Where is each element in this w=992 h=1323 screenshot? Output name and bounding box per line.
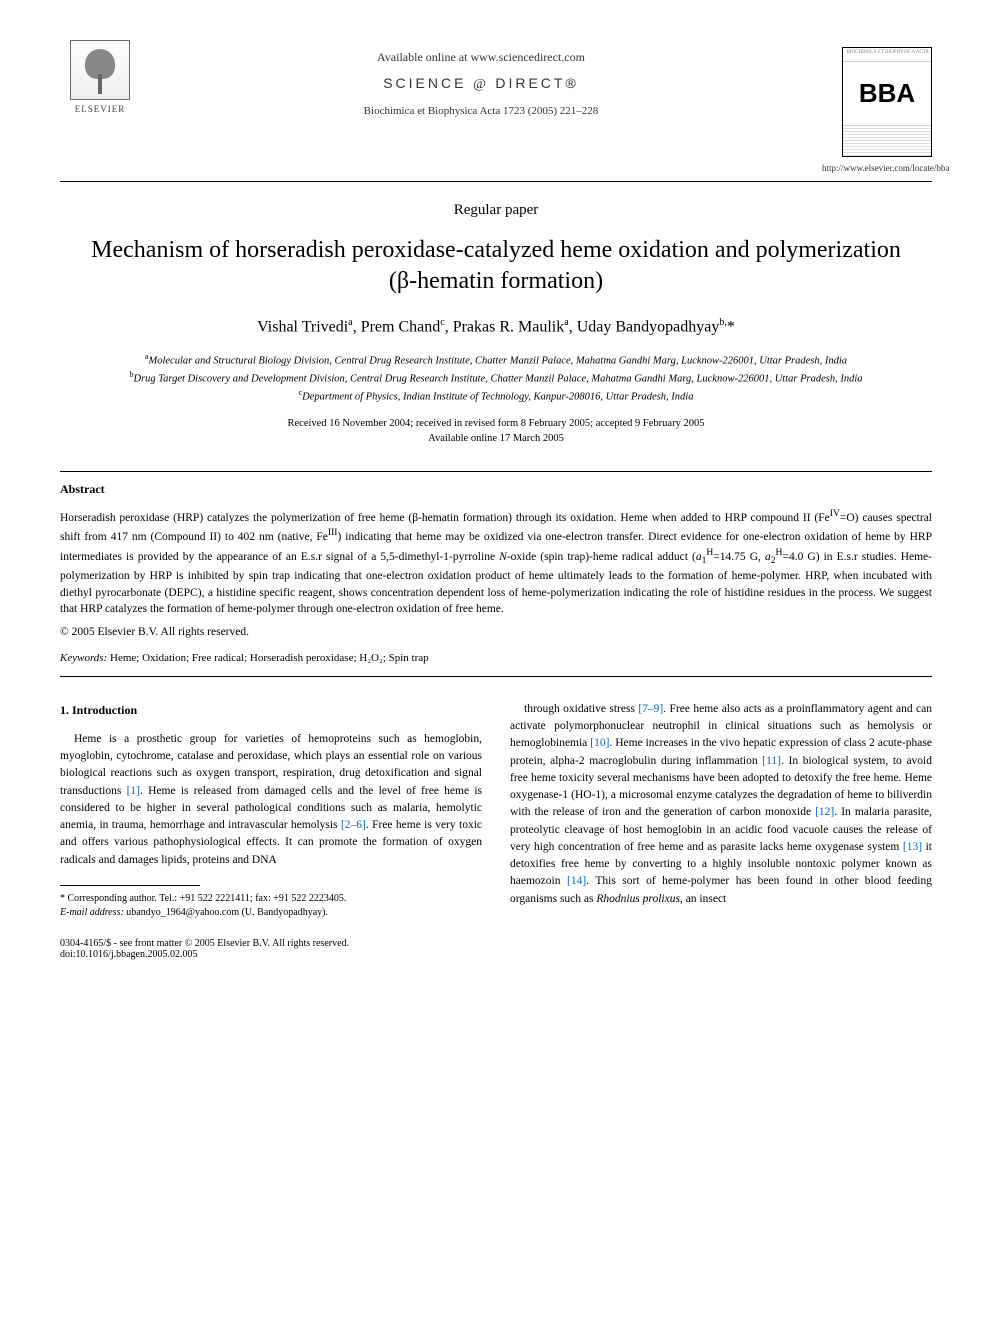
page-header: ELSEVIER Available online at www.science… bbox=[60, 40, 932, 173]
affiliation-b-text: Drug Target Discovery and Development Di… bbox=[134, 373, 863, 384]
footer-left: 0304-4165/$ - see front matter © 2005 El… bbox=[60, 938, 349, 960]
intro-col1-text: Heme is a prosthetic group for varieties… bbox=[60, 731, 482, 869]
column-right: through oxidative stress [7–9]. Free hem… bbox=[510, 701, 932, 920]
email-line: E-mail address: ubandyo_1964@yahoo.com (… bbox=[60, 906, 482, 920]
bba-cover-icon: BIOCHIMICA ET BIOPHYSICA ACTA BBA bbox=[842, 47, 932, 157]
available-online-text: Available online at www.sciencedirect.co… bbox=[140, 50, 822, 65]
publication-dates: Received 16 November 2004; received in r… bbox=[60, 417, 932, 446]
affiliations: aMolecular and Structural Biology Divisi… bbox=[60, 351, 932, 406]
footer-front-matter: 0304-4165/$ - see front matter © 2005 El… bbox=[60, 938, 349, 949]
footer-doi: doi:10.1016/j.bbagen.2005.02.005 bbox=[60, 949, 349, 960]
journal-reference: Biochimica et Biophysica Acta 1723 (2005… bbox=[140, 105, 822, 117]
affiliation-b: bDrug Target Discovery and Development D… bbox=[100, 369, 892, 387]
paper-title: Mechanism of horseradish peroxidase-cata… bbox=[60, 235, 932, 297]
available-date: Available online 17 March 2005 bbox=[60, 432, 932, 447]
elsevier-logo: ELSEVIER bbox=[60, 40, 140, 130]
elsevier-tree-icon bbox=[70, 40, 130, 100]
keywords-text: Heme; Oxidation; Free radical; Horseradi… bbox=[107, 652, 428, 664]
paper-type: Regular paper bbox=[60, 202, 932, 219]
sciencedirect-logo: SCIENCE @ DIRECT® bbox=[140, 75, 822, 93]
footnotes: * Corresponding author. Tel.: +91 522 22… bbox=[60, 892, 482, 920]
received-date: Received 16 November 2004; received in r… bbox=[60, 417, 932, 432]
abstract-copyright: © 2005 Elsevier B.V. All rights reserved… bbox=[60, 626, 932, 638]
affiliation-a: aMolecular and Structural Biology Divisi… bbox=[100, 351, 892, 369]
abstract-body: Horseradish peroxidase (HRP) catalyzes t… bbox=[60, 507, 932, 618]
page-footer: 0304-4165/$ - see front matter © 2005 El… bbox=[60, 938, 932, 960]
bba-logo-container: BIOCHIMICA ET BIOPHYSICA ACTA BBA http:/… bbox=[822, 40, 932, 173]
abstract-bottom-rule bbox=[60, 676, 932, 677]
header-center: Available online at www.sciencedirect.co… bbox=[140, 40, 822, 117]
abstract-top-rule bbox=[60, 471, 932, 472]
keywords-line: Keywords: Heme; Oxidation; Free radical;… bbox=[60, 652, 932, 664]
intro-heading: 1. Introduction bbox=[60, 701, 482, 719]
body-columns: 1. Introduction Heme is a prosthetic gro… bbox=[60, 701, 932, 920]
bba-cover-top-text: BIOCHIMICA ET BIOPHYSICA ACTA bbox=[843, 48, 931, 62]
header-rule bbox=[60, 181, 932, 182]
abstract-heading: Abstract bbox=[60, 482, 932, 497]
column-left: 1. Introduction Heme is a prosthetic gro… bbox=[60, 701, 482, 920]
sciencedirect-suffix: DIRECT® bbox=[495, 75, 578, 91]
email-address: ubandyo_1964@yahoo.com (U. Bandyopadhyay… bbox=[124, 907, 328, 918]
intro-col2-text: through oxidative stress [7–9]. Free hem… bbox=[510, 701, 932, 908]
sciencedirect-prefix: SCIENCE bbox=[383, 75, 466, 91]
affiliation-a-text: Molecular and Structural Biology Divisio… bbox=[148, 355, 847, 366]
footnote-separator bbox=[60, 885, 200, 886]
bba-url: http://www.elsevier.com/locate/bba bbox=[822, 163, 932, 173]
affiliation-c-text: Department of Physics, Indian Institute … bbox=[302, 392, 693, 403]
elsevier-label: ELSEVIER bbox=[75, 104, 126, 114]
corresponding-author: * Corresponding author. Tel.: +91 522 22… bbox=[60, 892, 482, 906]
email-label: E-mail address: bbox=[60, 907, 124, 918]
affiliation-c: cDepartment of Physics, Indian Institute… bbox=[100, 387, 892, 405]
authors-line: Vishal Trivedia, Prem Chandc, Prakas R. … bbox=[60, 317, 932, 336]
bba-cover-bottom-graphic bbox=[843, 126, 931, 156]
sciencedirect-at-icon: @ bbox=[466, 77, 495, 92]
bba-letters: BBA bbox=[843, 62, 931, 126]
keywords-label: Keywords: bbox=[60, 652, 107, 664]
